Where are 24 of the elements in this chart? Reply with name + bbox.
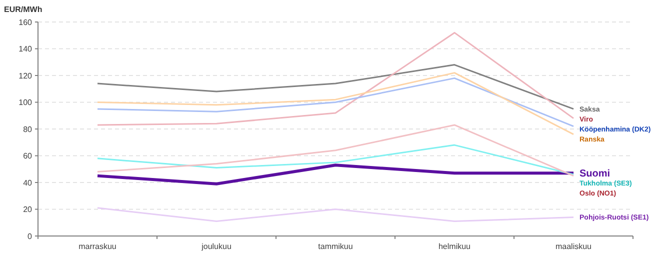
y-axis-title: EUR/MWh	[4, 5, 42, 14]
x-tick-label: joulukuu	[200, 242, 232, 251]
y-tick-label: 0	[28, 232, 33, 241]
line-series	[96, 144, 574, 176]
line-series	[96, 64, 574, 110]
line-series	[96, 72, 574, 136]
line-series	[96, 207, 574, 222]
x-tick-label: maaliskuu	[555, 242, 592, 251]
y-tick-label: 60	[23, 152, 33, 161]
y-tick-label: 80	[23, 124, 33, 134]
x-tick-label: tammikuu	[318, 242, 353, 251]
line-series	[96, 124, 574, 177]
y-tick-label: 100	[18, 98, 33, 108]
line-series	[96, 164, 575, 186]
x-tick-label: helmikuu	[438, 242, 471, 251]
y-tick-label: 40	[23, 178, 33, 188]
series-label: Suomi	[580, 168, 610, 180]
line-series	[96, 32, 574, 126]
y-tick-label: 140	[18, 44, 33, 54]
y-tick-label: 120	[18, 71, 33, 80]
line-series	[96, 77, 574, 128]
y-tick-label: 160	[18, 18, 33, 27]
x-tick-label: marraskuu	[78, 242, 116, 251]
y-tick-label: 20	[23, 205, 33, 214]
